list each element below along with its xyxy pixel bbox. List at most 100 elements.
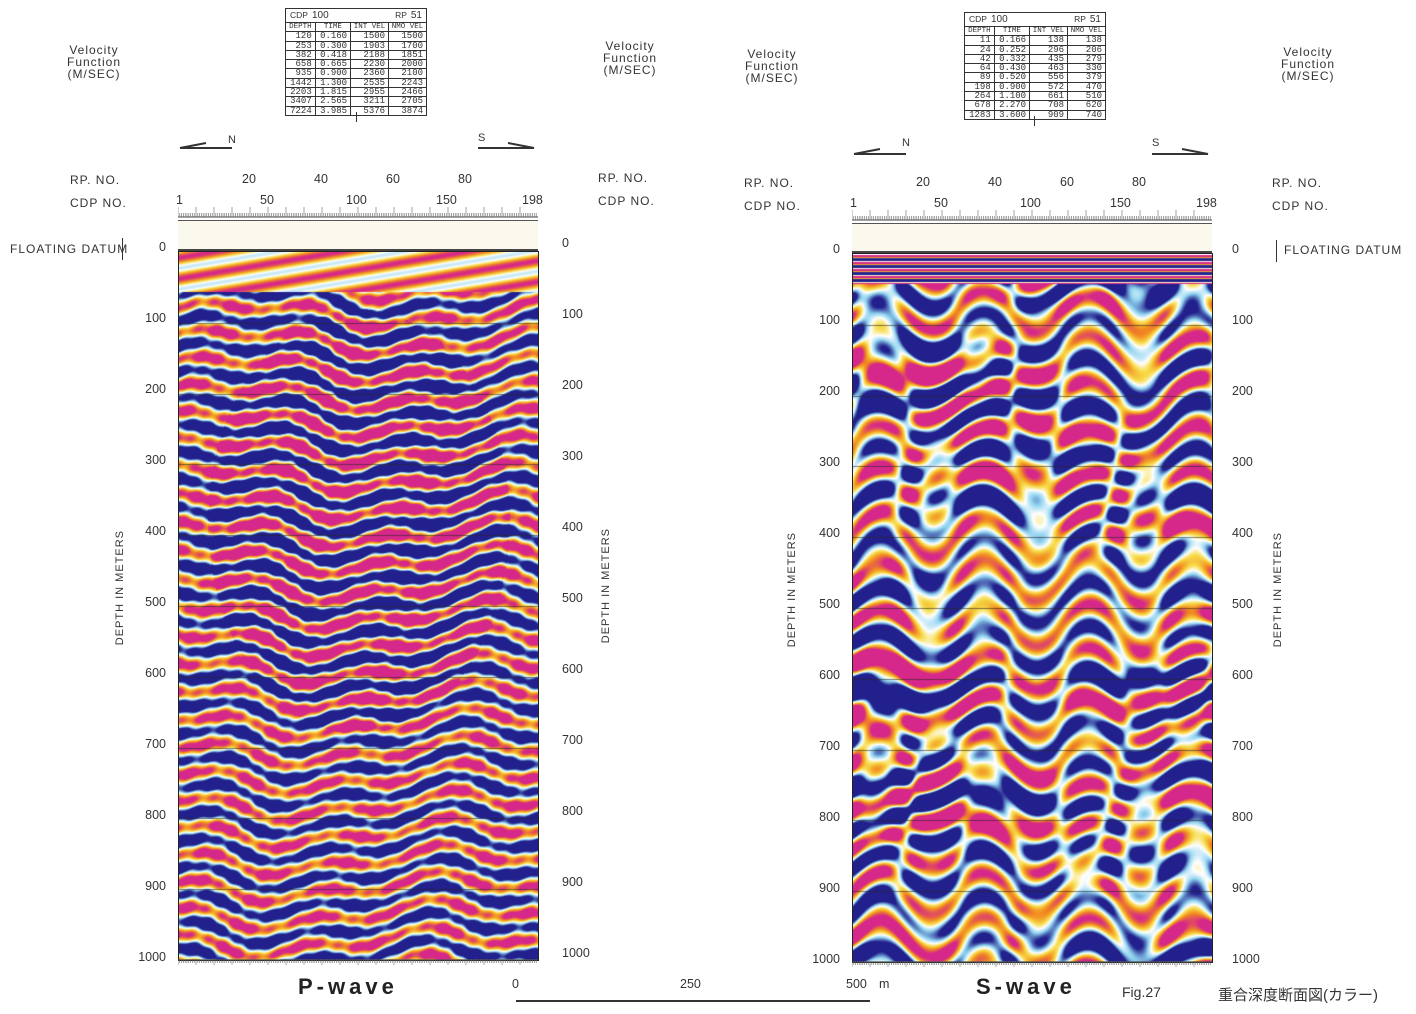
velocity-cell: 206 [1067,44,1106,55]
s-north-label: N [902,137,911,149]
depth-tick-label: 0 [562,236,569,250]
scale-bar [516,1000,870,1002]
depth-tick-label: 800 [819,810,840,824]
p-floating-datum-marker [122,238,123,260]
velocity-cell: 2705 [388,96,427,107]
velocity-row: 7224 3.985 5376 3874 [285,105,427,116]
velocity-row: 678 2.270 708 620 [964,100,1106,111]
p-cdp-tick: 1 [176,193,183,207]
s-wave-seismic-section [852,253,1213,963]
depth-tick-label: 300 [819,455,840,469]
p-rp-tick: 20 [242,172,256,186]
velocity-row: 658 0.665 2230 2000 [285,59,427,70]
depth-tick-label: 900 [1232,881,1253,895]
velocity-cell: 0.520 [993,72,1031,83]
depth-tick-label: 500 [145,595,166,609]
s-cdp-ruler [852,210,1212,221]
velocity-cell: 740 [1067,109,1106,120]
depth-tick-label: 100 [819,313,840,327]
s-rp-no-label-right: RP. NO. [1272,176,1323,190]
p-rp-tick: 60 [386,172,400,186]
depth-tick-label: 900 [819,881,840,895]
depth-tick-label: 1000 [812,952,840,966]
depth-tick-label: 0 [833,242,840,256]
depth-tick-label: 200 [562,378,583,392]
p-north-label: N [228,134,237,146]
p-depth-axis-right: 0 100 200 300 400 500 600 700 800 900 1000 [562,236,618,966]
p-depth-axis-left: 0 100 200 300 400 500 600 700 800 900 1000 [110,240,166,970]
velocity-cell: 2.565 [314,96,352,107]
velocity-row: 11 0.166 138 138 [964,35,1106,46]
depth-tick-label: 600 [1232,668,1253,682]
scale-tick-250: 250 [680,977,701,991]
velocity-cell: 138 [1029,35,1069,46]
velocity-cell: 0.252 [993,44,1031,55]
p-cdp-ruler [178,207,538,218]
depth-tick-label: 800 [1232,810,1253,824]
p-depth-title-right: DEPTH IN METERS [600,528,612,644]
figure-number: Fig.27 [1122,984,1161,1000]
scale-unit: m [879,977,890,991]
s-cdp-tick: 198 [1196,196,1217,210]
s-wave-label: S-wave [976,974,1076,999]
velocity-cell: 3.600 [993,109,1031,120]
depth-tick-label: 1000 [138,950,166,964]
s-floating-datum-label: FLOATING DATUM [1284,243,1403,257]
s-rp-tick: 40 [988,175,1002,189]
p-direction-arrows [179,142,535,149]
s-direction-arrows [853,148,1209,155]
s-velocity-table: CDP 100 RP 51 DEPTH TIME INT VEL NMO VEL 11 0.… [964,12,1106,120]
depth-tick-label: 1000 [562,946,590,960]
p-velocity-table: CDP 100 RP 51 DEPTH TIME INT VEL NMO VEL 120 0… [285,8,427,116]
p-table-pointer [356,112,357,122]
depth-tick-label: 200 [819,384,840,398]
velocity-cell: 909 [1029,109,1069,120]
s-south-label: S [1152,137,1161,149]
velocity-cell: 89 [964,72,995,83]
s-cdp-tick: 100 [1020,196,1041,210]
depth-tick-label: 200 [1232,384,1253,398]
p-cdp-tick: 198 [522,193,543,207]
s-depth-axis-right: 0 100 200 300 400 500 600 700 800 900 1000 [1232,242,1288,972]
velocity-cell: 253 [285,40,316,51]
depth-tick-label: 100 [145,311,166,325]
depth-tick-label: 900 [145,879,166,893]
p-cdp-tick: 100 [346,193,367,207]
p-cdp-no-label-left: CDP NO. [70,196,127,210]
p-cdp-no-label-right: CDP NO. [598,194,655,208]
s-table-pointer [1034,116,1035,126]
p-rp-tick: 80 [458,172,472,186]
s-rp-tick: 80 [1132,175,1146,189]
figure-caption: 重合深度断面図(カラー) [1218,987,1378,1004]
depth-tick-label: 800 [562,804,583,818]
depth-tick-label: 600 [145,666,166,680]
depth-tick-label: 300 [562,449,583,463]
velocity-cell: 2360 [350,68,390,79]
depth-tick-label: 600 [819,668,840,682]
s-cdp-no-label-left: CDP NO. [744,199,801,213]
depth-tick-label: 700 [819,739,840,753]
p-bottom-ruler [178,959,538,965]
velocity-row: 120 0.160 1500 1500 [285,31,427,42]
velocity-row: 382 0.418 2188 1851 [285,49,427,61]
depth-tick-label: 0 [1232,242,1239,256]
s-cdp-tick: 50 [934,196,948,210]
velocity-cell: 120 [285,31,316,42]
depth-tick-label: 800 [145,808,166,822]
velocity-cell: 379 [1067,72,1106,83]
velocity-cell: 1500 [388,31,427,42]
velocity-cell: 24 [964,44,995,55]
velocity-cell: 935 [285,68,316,79]
depth-tick-label: 100 [562,307,583,321]
velocity-cell: 138 [1067,35,1106,46]
s-cdp-tick: 150 [1110,196,1131,210]
velocity-row: 89 0.520 556 379 [964,72,1106,83]
depth-tick-label: 500 [562,591,583,605]
depth-tick-label: 300 [1232,455,1253,469]
depth-tick-label: 900 [562,875,583,889]
p-wave-label: P-wave [298,974,398,999]
depth-tick-label: 700 [145,737,166,751]
depth-tick-label: 100 [1232,313,1253,327]
depth-tick-label: 500 [1232,597,1253,611]
s-bottom-ruler [852,961,1212,967]
